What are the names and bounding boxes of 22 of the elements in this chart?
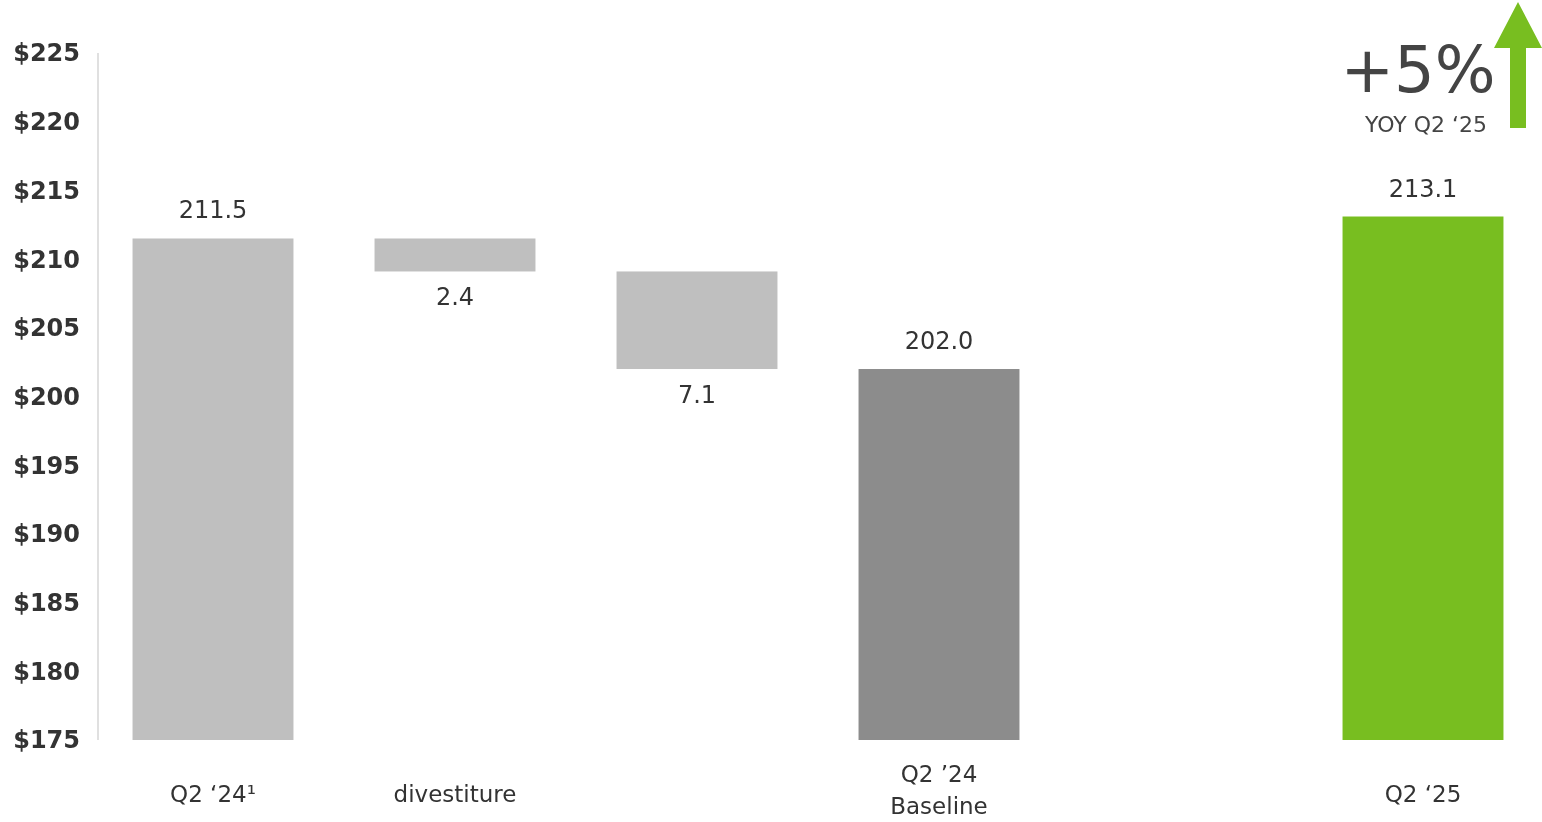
y-tick-label: $200 xyxy=(13,382,80,411)
y-tick-label: $180 xyxy=(13,657,80,686)
data-label: 2.4 xyxy=(435,283,475,312)
y-tick-label: $195 xyxy=(13,451,80,480)
data-label: 7.1 xyxy=(677,381,717,410)
x-tick-label: Q2 ‘25 xyxy=(1384,781,1462,807)
annotation: +5% xyxy=(1340,33,1496,107)
y-tick-label: $190 xyxy=(13,520,80,549)
x-tick-label: Q2 ’24 Baseline xyxy=(890,761,988,819)
y-tick-label: $205 xyxy=(13,314,80,343)
data-label: 213.1 xyxy=(1388,174,1458,203)
annotation: YOY Q2 ‘25 xyxy=(1363,112,1488,137)
y-tick-label: $215 xyxy=(13,176,80,205)
x-tick-label: Q2 ‘24¹ xyxy=(170,781,256,807)
x-tick-label: divestiture xyxy=(393,781,517,807)
data-label: 202.0 xyxy=(904,327,974,356)
y-tick-label: $185 xyxy=(13,589,80,617)
y-tick-label: $210 xyxy=(13,245,80,274)
y-tick-label: $175 xyxy=(13,726,80,755)
y-tick-label: $220 xyxy=(13,108,80,137)
y-tick-label: $225 xyxy=(13,39,80,68)
data-label: 211.5 xyxy=(178,196,248,225)
